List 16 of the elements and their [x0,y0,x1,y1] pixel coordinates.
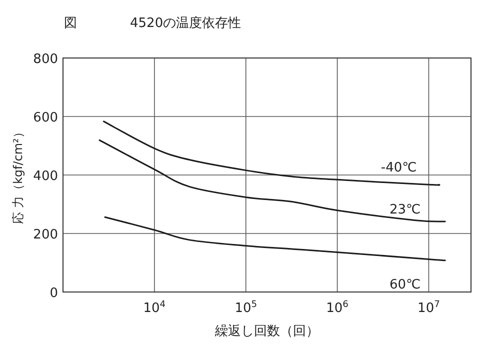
chart-title: 4520の温度依存性 [130,15,242,31]
y-tick-label: 200 [33,228,58,242]
y-axis-title: 応 力（kgf/cm²） [11,126,25,224]
x-tick-label: 10$^{5}$ [234,300,258,316]
y-tick-label: 0 [50,286,58,301]
x-tick-label: 10$^{7}$ [418,300,440,316]
text: 図 [64,16,77,31]
series-label: -40℃ [380,160,417,176]
y-tick-label: 400 [33,169,58,184]
y-tick-label: 800 [33,52,58,67]
x-axis-title: 繰返し回数（回） [214,324,319,339]
x-tick-label: 10$^{6}$ [326,300,349,316]
y-tick-label: 600 [33,110,58,126]
series-label: 23℃ [390,202,421,218]
x-tick-label: 10$^{4}$ [143,300,166,316]
series-label: 60℃ [390,277,421,292]
